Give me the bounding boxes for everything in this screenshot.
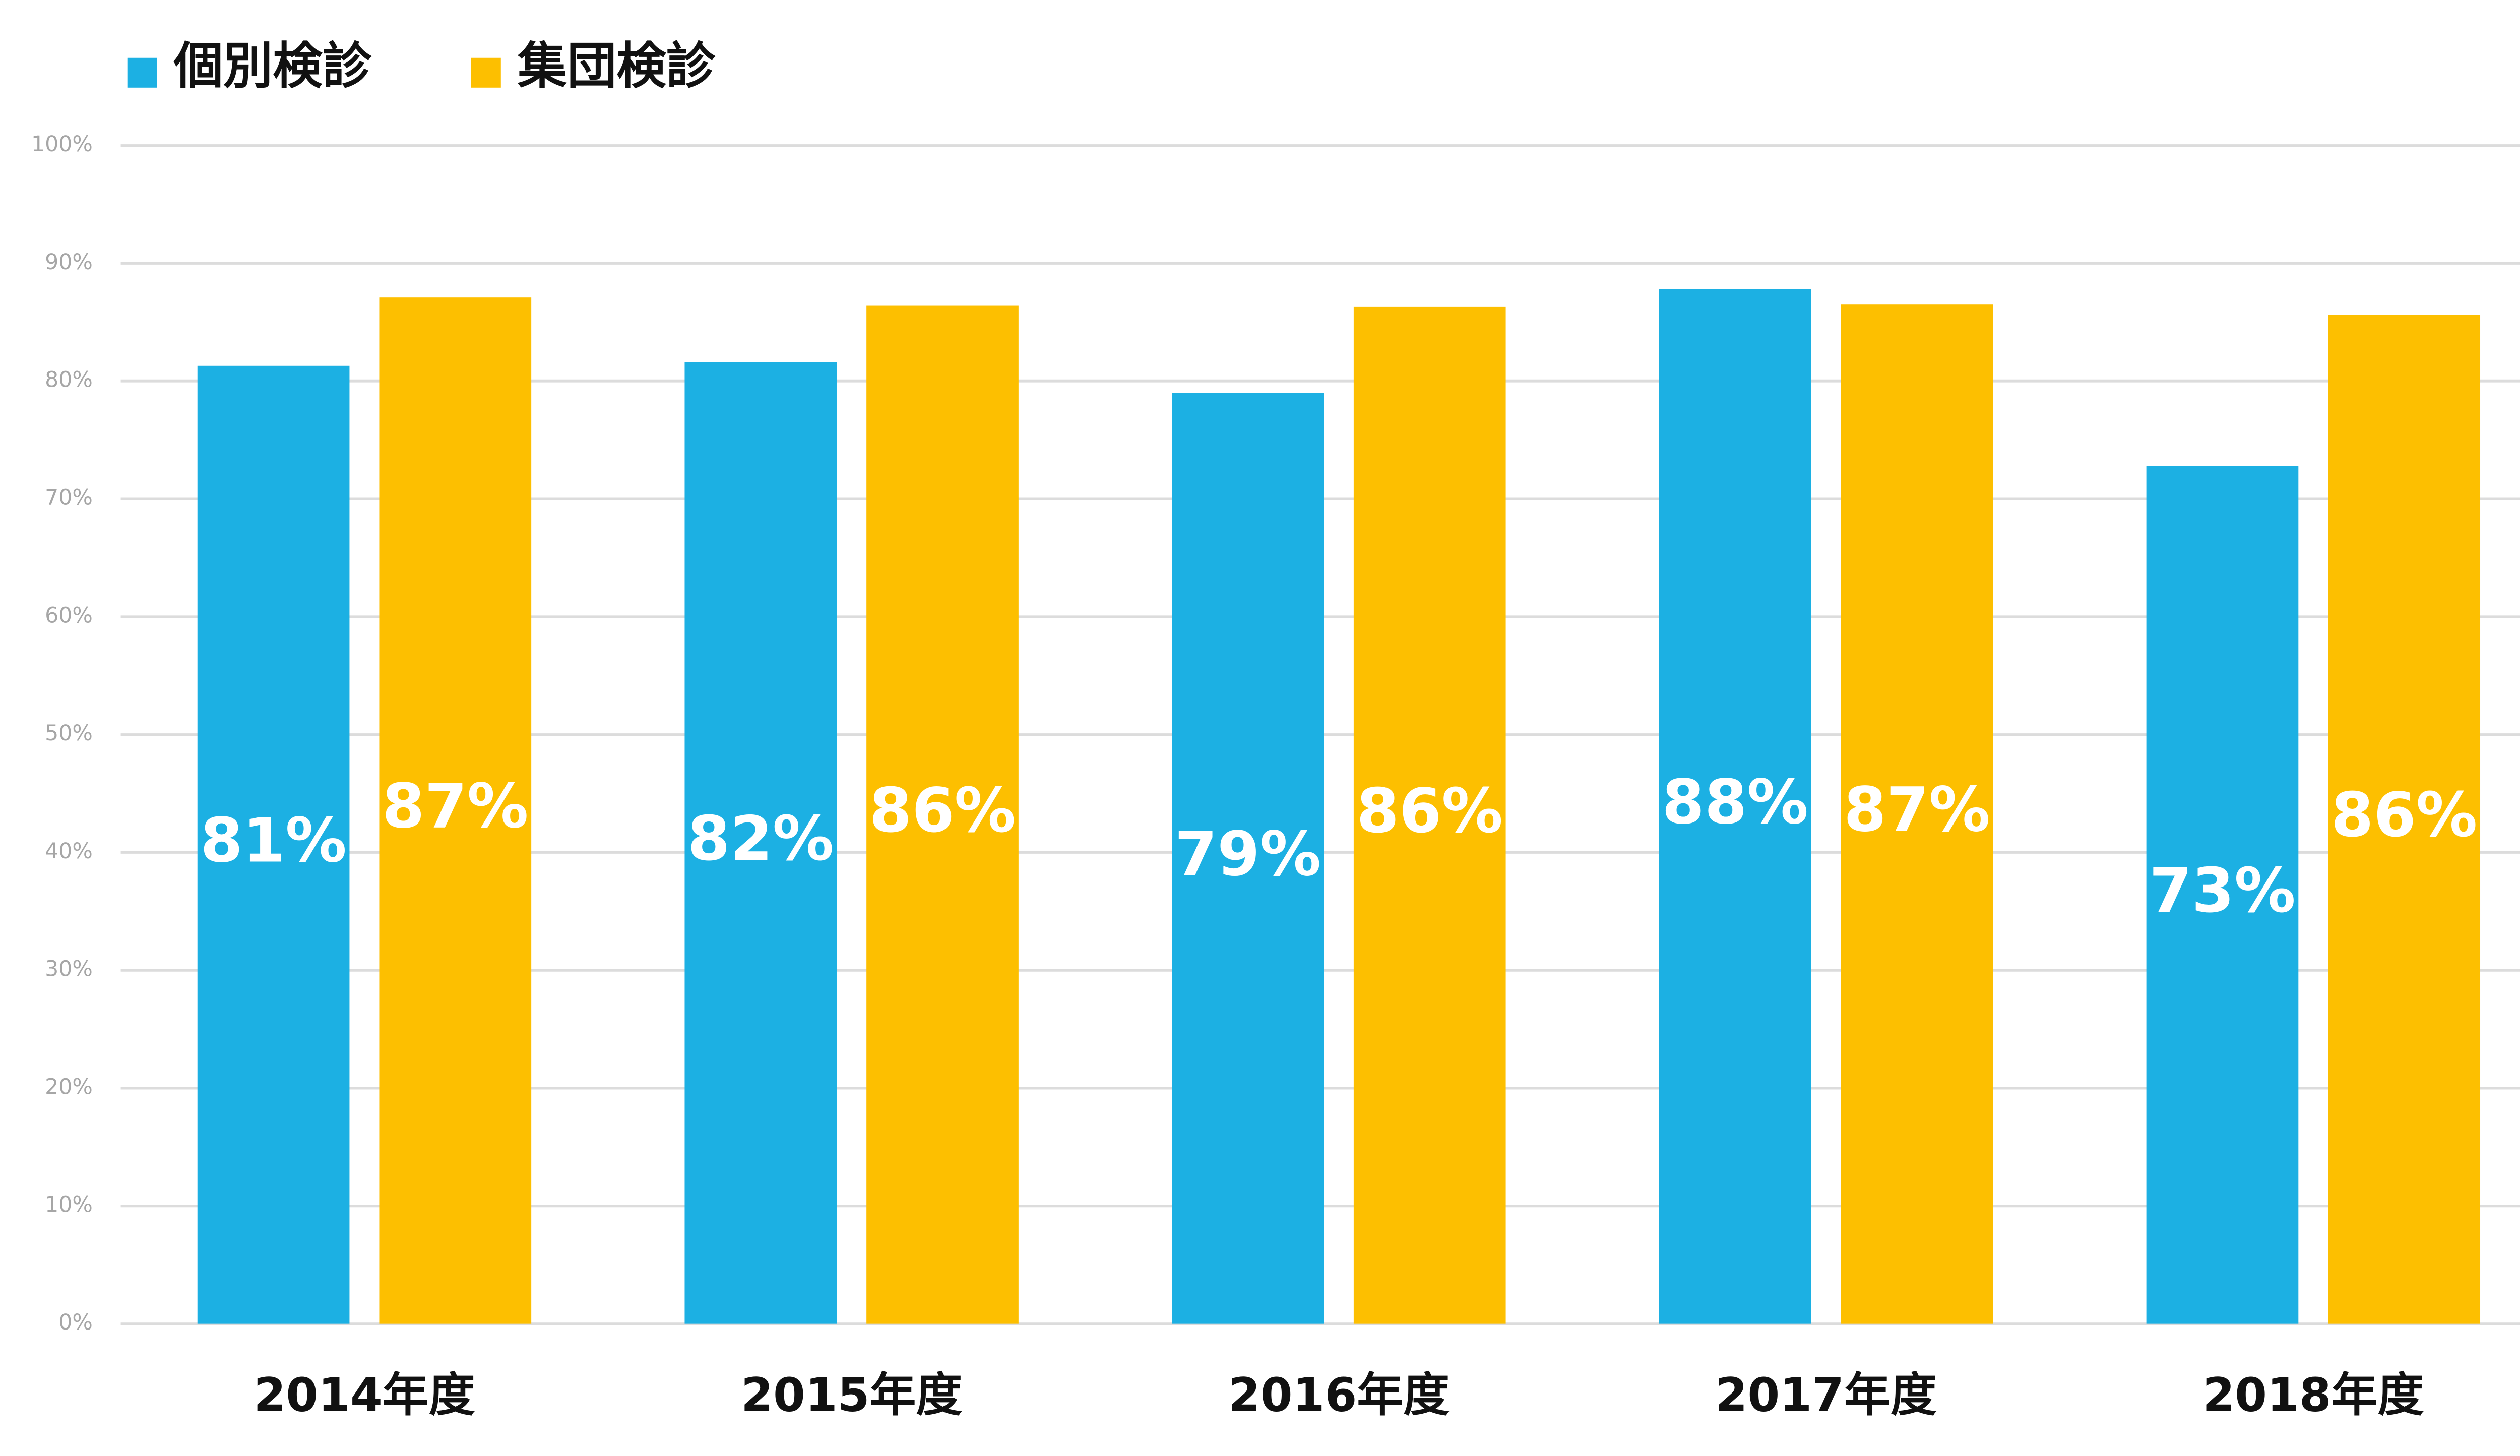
y-tick-label: 30% [45,957,93,982]
bar [684,362,837,1324]
x-tick-label: 2016年度 [1228,1368,1450,1422]
bar [2146,466,2299,1324]
y-tick-label: 80% [45,367,93,393]
bar [379,297,532,1324]
x-tick-label: 2014年度 [254,1368,475,1422]
y-tick-label: 90% [45,249,93,275]
bar [866,305,1019,1324]
bar [1659,289,1811,1324]
x-tick-label: 2017年度 [1716,1368,1937,1422]
value-label: 87% [1844,774,1990,846]
bar [1353,306,1506,1324]
y-tick-label: 50% [45,721,93,746]
bar [2328,315,2481,1324]
bar [1841,304,1993,1324]
bar [197,365,350,1324]
value-label: 86% [869,775,1016,846]
y-tick-label: 10% [45,1192,93,1217]
legend-swatch [471,57,501,88]
value-label: 79% [1175,818,1321,890]
value-label: 86% [2331,779,2477,851]
value-label: 82% [687,803,834,874]
legend-label: 集団検診 [517,38,716,95]
y-tick-label: 100% [31,132,93,157]
x-tick-label: 2018年度 [2202,1368,2424,1422]
y-tick-label: 60% [45,603,93,628]
x-tick-label: 2015年度 [741,1368,962,1422]
y-tick-label: 20% [45,1074,93,1100]
y-tick-label: 40% [45,839,93,864]
legend-label: 個別検診 [173,38,372,95]
bar [1172,393,1324,1324]
value-label: 81% [200,804,346,876]
value-label: 88% [1662,766,1808,838]
y-tick-label: 0% [58,1310,93,1335]
value-label: 86% [1357,775,1503,847]
legend-swatch [127,57,157,88]
value-label: 87% [382,771,528,842]
y-tick-label: 70% [45,485,93,510]
value-label: 73% [2149,855,2295,926]
